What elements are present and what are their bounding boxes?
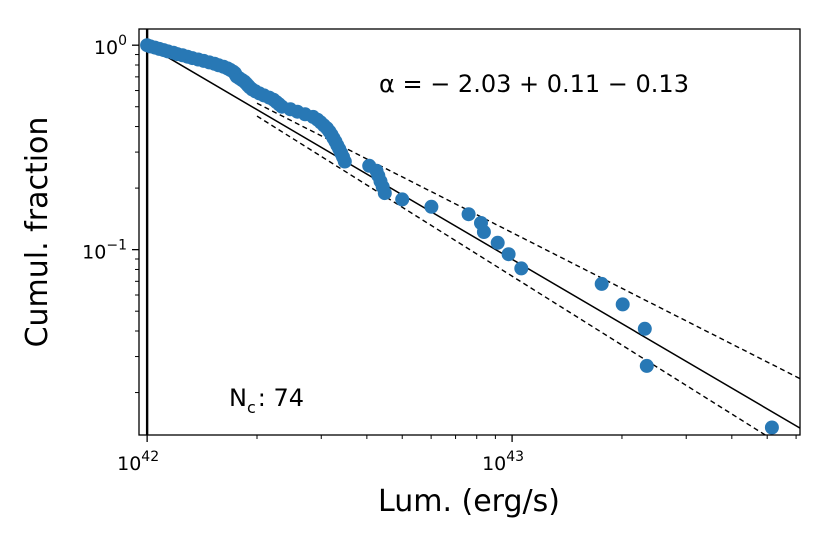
axis-ticks: 1042 1043 100 10−1 bbox=[82, 33, 797, 475]
data-point bbox=[639, 358, 654, 373]
y-tick-label: 10−1 bbox=[82, 238, 127, 264]
y-axis-label: Cumul. fraction bbox=[20, 117, 55, 348]
nc-subscript: c bbox=[247, 398, 256, 417]
plot-area bbox=[140, 29, 800, 435]
data-point bbox=[514, 261, 529, 276]
data-point bbox=[377, 186, 392, 201]
fit-line bbox=[146, 44, 800, 429]
x-tick-label: 1043 bbox=[482, 449, 524, 475]
nc-label: N bbox=[229, 384, 247, 412]
data-point bbox=[476, 225, 491, 239]
x-axis-label: Lum. (erg/s) bbox=[378, 484, 560, 519]
plot-frame bbox=[138, 28, 801, 436]
data-point bbox=[461, 207, 476, 222]
data-point bbox=[395, 192, 410, 207]
data-point bbox=[637, 321, 652, 336]
y-tick-label: 100 bbox=[94, 33, 127, 59]
data-point bbox=[501, 247, 516, 262]
x-tick-label: 1042 bbox=[117, 449, 159, 475]
data-point bbox=[490, 235, 505, 250]
data-points bbox=[140, 38, 779, 435]
data-point bbox=[615, 297, 630, 312]
data-point bbox=[594, 276, 609, 291]
alpha-annotation: α = − 2.03 + 0.11 − 0.13 bbox=[379, 70, 689, 98]
data-point bbox=[424, 199, 439, 214]
nc-value: : 74 bbox=[258, 384, 304, 412]
nc-annotation: Nc: 74 bbox=[229, 384, 304, 417]
error-lower-line bbox=[256, 115, 767, 435]
data-point bbox=[764, 420, 779, 435]
data-point bbox=[337, 154, 352, 169]
